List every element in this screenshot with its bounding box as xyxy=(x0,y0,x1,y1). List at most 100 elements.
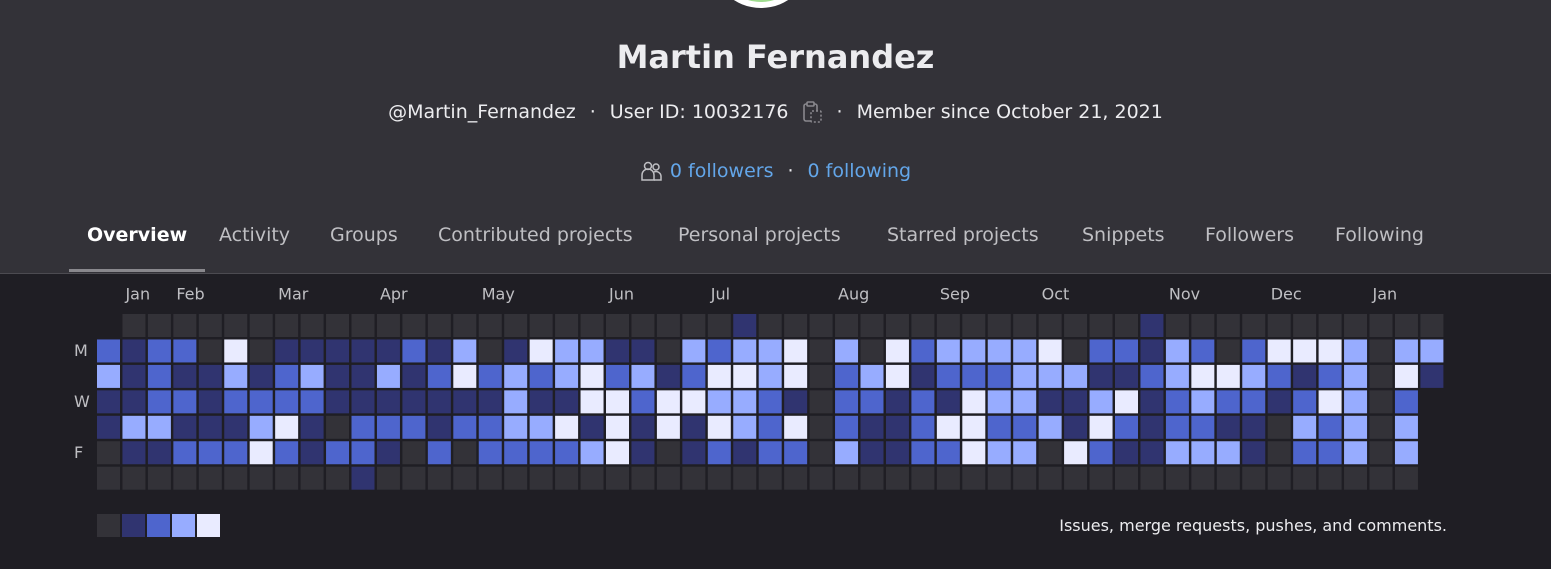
tab[interactable]: Starred projects xyxy=(887,224,1039,246)
day-cell xyxy=(402,390,426,414)
day-cell xyxy=(1267,364,1291,388)
day-cell xyxy=(1420,364,1444,388)
day-cell xyxy=(478,314,502,337)
day-cell xyxy=(1394,415,1418,439)
day-cell xyxy=(1293,415,1317,439)
day-cell xyxy=(555,415,579,439)
day-cell xyxy=(1394,364,1418,388)
day-cell xyxy=(1038,441,1062,465)
day-cell xyxy=(97,466,120,490)
day-cell xyxy=(1394,466,1418,490)
day-cell xyxy=(1318,339,1342,363)
day-cell xyxy=(326,314,350,337)
day-cell xyxy=(300,466,324,490)
day-cell xyxy=(1242,415,1266,439)
day-cell xyxy=(962,364,986,388)
day-cell xyxy=(809,466,833,490)
day-cell xyxy=(911,441,935,465)
day-cell xyxy=(453,466,477,490)
day-cell xyxy=(1344,339,1368,363)
day-cell xyxy=(275,364,299,388)
tab[interactable]: Personal projects xyxy=(678,224,841,246)
day-cell xyxy=(504,466,528,490)
month-label: Dec xyxy=(1271,285,1302,304)
day-cell xyxy=(122,441,146,465)
day-cell xyxy=(656,390,680,414)
day-cell xyxy=(885,314,909,337)
day-cell xyxy=(707,339,731,363)
month-label: Apr xyxy=(380,285,408,304)
day-cell xyxy=(682,390,706,414)
month-label: Oct xyxy=(1042,285,1070,304)
day-cell xyxy=(173,364,197,388)
day-cell xyxy=(656,364,680,388)
following-link[interactable]: 0 following xyxy=(807,160,912,182)
day-cell xyxy=(1344,314,1368,337)
day-cell xyxy=(122,390,146,414)
tab[interactable]: Activity xyxy=(219,224,291,246)
user-id: User ID: 10032176 xyxy=(609,101,789,123)
tab[interactable]: Contributed projects xyxy=(438,224,633,246)
calendar-caption: Issues, merge requests, pushes, and comm… xyxy=(1059,516,1447,535)
avatar[interactable] xyxy=(0,0,1551,20)
day-cell xyxy=(326,415,350,439)
day-cell xyxy=(1420,339,1444,363)
day-cell xyxy=(1089,339,1113,363)
day-cell xyxy=(478,390,502,414)
day-cell xyxy=(351,339,375,363)
day-cell xyxy=(758,364,782,388)
day-cell xyxy=(733,314,757,337)
day-cell xyxy=(224,390,248,414)
day-cell xyxy=(1140,441,1164,465)
day-cell xyxy=(249,390,273,414)
day-cell xyxy=(1115,364,1138,388)
day-cell xyxy=(1293,441,1317,465)
day-cell xyxy=(606,441,629,465)
day-cell xyxy=(1344,466,1368,490)
day-cell xyxy=(504,415,528,439)
tab[interactable]: Following xyxy=(1335,224,1424,246)
day-cell xyxy=(1140,314,1164,337)
tab[interactable]: Overview xyxy=(87,224,188,246)
day-cell xyxy=(758,415,782,439)
day-cell xyxy=(173,339,197,363)
day-cell xyxy=(529,364,553,388)
day-cell xyxy=(504,390,528,414)
day-cell xyxy=(300,415,324,439)
day-cell xyxy=(224,441,248,465)
day-cell xyxy=(580,314,604,337)
day-cell xyxy=(987,466,1011,490)
followers-link[interactable]: 0 followers xyxy=(669,160,774,182)
day-cell xyxy=(504,314,528,337)
day-cell xyxy=(1013,314,1037,337)
day-cell xyxy=(1089,466,1113,490)
member-since: Member since October 21, 2021 xyxy=(856,101,1163,123)
day-cell xyxy=(173,466,197,490)
day-cell xyxy=(1318,466,1342,490)
day-cell xyxy=(453,441,477,465)
day-cell xyxy=(224,415,248,439)
tab[interactable]: Groups xyxy=(330,224,398,246)
day-cell xyxy=(1064,466,1088,490)
day-cell xyxy=(1115,339,1138,363)
day-cell xyxy=(1394,390,1418,414)
day-cell xyxy=(987,314,1011,337)
day-cell xyxy=(784,339,808,363)
day-cell xyxy=(529,415,553,439)
day-cell xyxy=(962,314,986,337)
day-cell xyxy=(376,415,400,439)
copy-icon[interactable] xyxy=(801,100,823,124)
day-cell xyxy=(860,441,884,465)
day-cell xyxy=(580,339,604,363)
day-cell xyxy=(962,390,986,414)
month-label: Sep xyxy=(940,285,970,304)
day-cell xyxy=(656,314,680,337)
day-cell xyxy=(987,441,1011,465)
legend-swatch xyxy=(97,514,120,537)
tab[interactable]: Snippets xyxy=(1082,224,1165,246)
legend-swatch xyxy=(172,514,195,537)
day-cell xyxy=(1293,466,1317,490)
tab[interactable]: Followers xyxy=(1205,224,1294,246)
day-cell xyxy=(911,339,935,363)
day-cell xyxy=(97,339,120,363)
